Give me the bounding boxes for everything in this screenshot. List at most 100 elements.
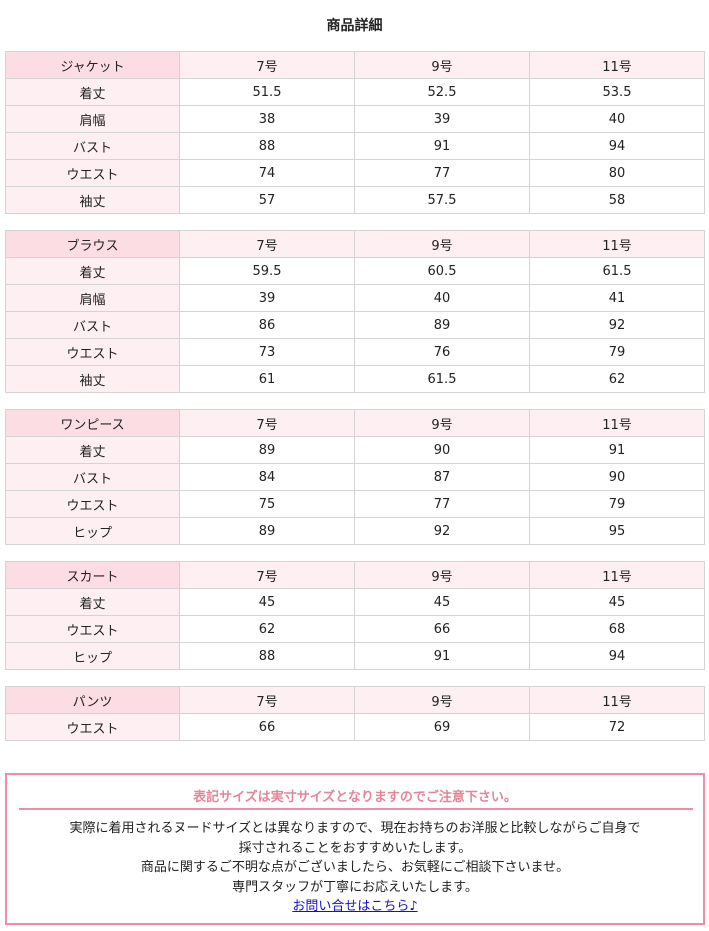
measurement-value: 41 [529, 284, 705, 312]
table-row: ヒップ 88 91 94 [5, 642, 705, 670]
contact-link[interactable]: お問い合せはこちら♪ [292, 899, 418, 914]
measurement-label: ヒップ [5, 517, 180, 545]
table-header-row: スカート 7号 9号 11号 [5, 561, 705, 589]
size-header-cell: 9号 [354, 686, 530, 714]
size-header-cell: 7号 [179, 561, 355, 589]
measurement-value: 88 [179, 642, 355, 670]
size-header-cell: 11号 [529, 561, 705, 589]
measurement-value: 40 [529, 105, 705, 133]
measurement-value: 39 [179, 284, 355, 312]
measurement-value: 38 [179, 105, 355, 133]
measurement-value: 87 [354, 463, 530, 491]
measurement-value: 66 [354, 615, 530, 643]
item-type-label: ジャケット [5, 51, 180, 79]
measurement-value: 62 [529, 365, 705, 393]
measurement-label: 袖丈 [5, 365, 180, 393]
measurement-label: 着丈 [5, 78, 180, 106]
measurement-value: 76 [354, 338, 530, 366]
notice-line: 採寸されることをおすすめいたします。 [238, 840, 472, 856]
size-header-cell: 11号 [529, 409, 705, 437]
measurement-value: 95 [529, 517, 705, 545]
measurement-label: ウエスト [5, 159, 180, 187]
measurement-value: 58 [529, 186, 705, 214]
notice-box: 表記サイズは実寸サイズとなりますのでご注意下さい。 実際に着用されるヌードサイズ… [5, 773, 705, 925]
notice-heading: 表記サイズは実寸サイズとなりますのでご注意下さい。 [193, 790, 517, 805]
table-row: 肩幅 38 39 40 [5, 105, 705, 133]
measurement-value: 79 [529, 338, 705, 366]
item-type-label: ブラウス [5, 230, 180, 258]
measurement-value: 61.5 [529, 257, 705, 285]
measurement-value: 39 [354, 105, 530, 133]
measurement-label: 着丈 [5, 588, 180, 616]
measurement-label: バスト [5, 132, 180, 160]
table-row: ウエスト 75 77 79 [5, 490, 705, 518]
measurement-label: ウエスト [5, 338, 180, 366]
measurement-label: バスト [5, 311, 180, 339]
measurement-label: ウエスト [5, 713, 180, 741]
measurement-value: 72 [529, 713, 705, 741]
measurement-value: 61.5 [354, 365, 530, 393]
measurement-label: 着丈 [5, 257, 180, 285]
notice-body: 実際に着用されるヌードサイズとは異なりますので、現在お持ちのお洋服と比較しながら… [7, 819, 703, 917]
item-type-label: パンツ [5, 686, 180, 714]
measurement-label: 肩幅 [5, 284, 180, 312]
measurement-value: 84 [179, 463, 355, 491]
measurement-value: 89 [179, 436, 355, 464]
size-header-cell: 7号 [179, 51, 355, 79]
measurement-value: 77 [354, 159, 530, 187]
measurement-value: 92 [354, 517, 530, 545]
table-row: ウエスト 62 66 68 [5, 615, 705, 643]
measurement-value: 51.5 [179, 78, 355, 106]
notice-line: 商品に関するご不明な点がございましたら、お気軽にご相談下さいませ。 [140, 860, 570, 875]
measurement-value: 77 [354, 490, 530, 518]
measurement-value: 40 [354, 284, 530, 312]
measurement-value: 45 [354, 588, 530, 616]
notice-divider [19, 808, 693, 810]
measurement-value: 94 [529, 642, 705, 670]
measurement-value: 45 [179, 588, 355, 616]
measurement-value: 90 [529, 463, 705, 491]
measurement-label: ウエスト [5, 490, 180, 518]
table-row: 肩幅 39 40 41 [5, 284, 705, 312]
table-row: 着丈 45 45 45 [5, 588, 705, 616]
page-title: 商品詳細 [326, 18, 383, 34]
size-header-cell: 7号 [179, 230, 355, 258]
measurement-value: 45 [529, 588, 705, 616]
size-header-cell: 11号 [529, 230, 705, 258]
measurement-value: 66 [179, 713, 355, 741]
table-row: バスト 84 87 90 [5, 463, 705, 491]
table-row: ウエスト 73 76 79 [5, 338, 705, 366]
measurement-value: 86 [179, 311, 355, 339]
size-header-cell: 7号 [179, 409, 355, 437]
measurement-value: 74 [179, 159, 355, 187]
measurement-value: 80 [529, 159, 705, 187]
measurement-label: ウエスト [5, 615, 180, 643]
size-header-cell: 11号 [529, 686, 705, 714]
measurement-value: 92 [529, 311, 705, 339]
size-table: ジャケット 7号 9号 11号 着丈 51.5 52.5 53.5 肩幅 38 39 40 バスト 88 9… [5, 51, 705, 214]
table-row: バスト 86 89 92 [5, 311, 705, 339]
measurement-value: 59.5 [179, 257, 355, 285]
measurement-value: 89 [179, 517, 355, 545]
measurement-label: 袖丈 [5, 186, 180, 214]
measurement-value: 52.5 [354, 78, 530, 106]
table-row: 袖丈 61 61.5 62 [5, 365, 705, 393]
size-header-cell: 9号 [354, 409, 530, 437]
size-table: スカート 7号 9号 11号 着丈 45 45 45 ウエスト 62 66 68 ヒップ 88 91 94 [5, 561, 705, 670]
table-row: ウエスト 74 77 80 [5, 159, 705, 187]
measurement-value: 60.5 [354, 257, 530, 285]
measurement-value: 90 [354, 436, 530, 464]
size-header-cell: 9号 [354, 51, 530, 79]
measurement-value: 57.5 [354, 186, 530, 214]
size-header-cell: 7号 [179, 686, 355, 714]
table-row: 着丈 59.5 60.5 61.5 [5, 257, 705, 285]
measurement-label: 着丈 [5, 436, 180, 464]
measurement-value: 75 [179, 490, 355, 518]
measurement-value: 88 [179, 132, 355, 160]
measurement-value: 79 [529, 490, 705, 518]
measurement-value: 94 [529, 132, 705, 160]
measurement-value: 91 [354, 132, 530, 160]
measurement-value: 91 [529, 436, 705, 464]
table-header-row: パンツ 7号 9号 11号 [5, 686, 705, 714]
measurement-value: 89 [354, 311, 530, 339]
